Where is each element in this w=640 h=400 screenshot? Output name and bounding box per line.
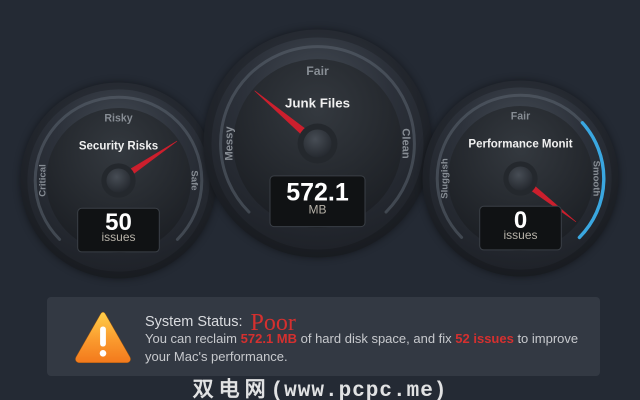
svg-text:Junk Files: Junk Files	[284, 95, 349, 110]
svg-text:Smooth: Smooth	[590, 160, 601, 196]
svg-text:Critical: Critical	[37, 164, 48, 197]
svg-text:Fair: Fair	[510, 110, 529, 122]
svg-text:Fair: Fair	[306, 64, 329, 78]
svg-text:Security Risks: Security Risks	[78, 140, 157, 152]
svg-text:issues: issues	[101, 230, 135, 244]
svg-text:Messy: Messy	[223, 125, 235, 160]
svg-text:Performance Monit: Performance Monit	[468, 138, 572, 150]
svg-text:issues: issues	[503, 228, 537, 242]
svg-text:Sluggish: Sluggish	[439, 158, 450, 199]
svg-text:MB: MB	[308, 202, 326, 216]
svg-text:Risky: Risky	[104, 112, 132, 124]
